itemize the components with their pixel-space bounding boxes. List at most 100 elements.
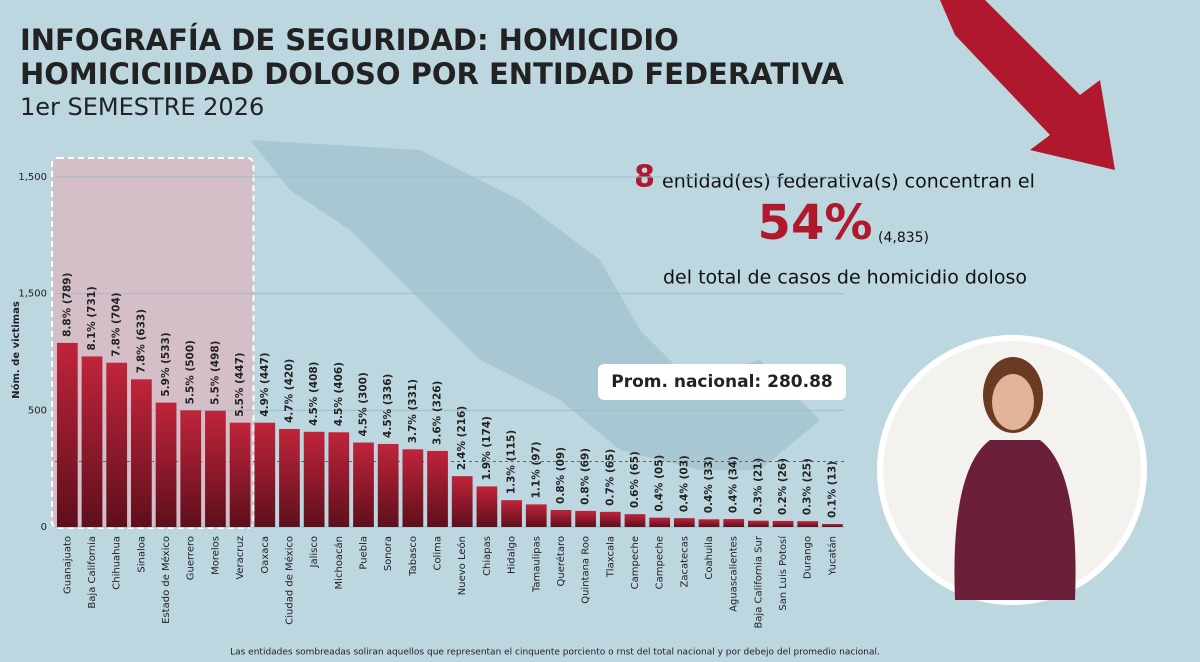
y-tick-label: 500 bbox=[28, 405, 47, 416]
data-label: 7.8% (633) bbox=[135, 309, 147, 373]
bar bbox=[180, 410, 202, 527]
bar bbox=[279, 429, 300, 527]
bar bbox=[451, 476, 473, 527]
bar bbox=[550, 509, 572, 527]
bar bbox=[402, 449, 424, 527]
bar bbox=[476, 486, 498, 527]
bar bbox=[501, 500, 522, 527]
y-tick-label: 0 bbox=[41, 522, 47, 533]
bar bbox=[205, 410, 226, 527]
data-label: 0.4% (05) bbox=[654, 455, 666, 512]
x-tick-label: Baja California bbox=[87, 536, 98, 609]
x-tick-label: Zacatecas bbox=[679, 536, 690, 588]
bar bbox=[353, 442, 374, 527]
callout-total: (4,835) bbox=[878, 230, 929, 246]
data-label: 5.9% (533) bbox=[160, 332, 172, 396]
bar bbox=[155, 402, 177, 527]
bar bbox=[81, 356, 103, 527]
x-tick-label: Guanajuato bbox=[62, 536, 73, 594]
data-label: 3.7% (331) bbox=[407, 379, 419, 443]
x-tick-label: Jalisco bbox=[309, 536, 320, 568]
x-tick-label: Aguascalientes bbox=[729, 536, 740, 612]
data-label: 0.4% (34) bbox=[728, 456, 740, 513]
bar bbox=[772, 520, 794, 527]
data-label: 5.5% (498) bbox=[209, 341, 221, 405]
data-label: 8.1% (731) bbox=[86, 286, 98, 350]
bar bbox=[649, 517, 671, 527]
x-tick-label: Morelos bbox=[210, 536, 221, 575]
x-tick-label: Tlaxcala bbox=[605, 536, 616, 578]
x-tick-label: Chihuahua bbox=[112, 536, 123, 590]
data-label: 1.1% (97) bbox=[530, 441, 542, 498]
x-tick-label: Chiapas bbox=[482, 536, 493, 576]
x-tick-label: Yucatán bbox=[826, 536, 838, 576]
bar bbox=[106, 362, 128, 527]
data-label: 2.4% (216) bbox=[456, 406, 468, 470]
bar bbox=[131, 379, 152, 527]
data-label: 4.5% (406) bbox=[333, 362, 345, 426]
x-tick-label: Baja California Sur bbox=[753, 535, 764, 628]
bar bbox=[723, 519, 745, 527]
bar bbox=[427, 450, 448, 527]
data-label: 5.5% (500) bbox=[185, 340, 197, 404]
x-tick-label: Nuevo León bbox=[456, 536, 468, 595]
x-tick-label: Hidalgo bbox=[507, 536, 518, 574]
data-label: 4.9% (447) bbox=[259, 352, 271, 416]
data-label: 4.5% (300) bbox=[358, 372, 370, 436]
x-tick-label: Ciudad de México bbox=[283, 536, 295, 625]
y-axis-label: Nóm. de victimas bbox=[10, 301, 22, 399]
bar bbox=[575, 510, 596, 527]
interpreter-body bbox=[954, 440, 1076, 600]
y-tick-label: 1,500 bbox=[18, 172, 47, 183]
data-label: 0.4% (03) bbox=[678, 455, 690, 512]
title: INFOGRAFÍA DE SEGURIDAD: HOMICIDIO bbox=[20, 23, 679, 57]
bar bbox=[748, 520, 769, 527]
bar bbox=[624, 514, 646, 527]
data-label: 8.8% (789) bbox=[61, 273, 73, 337]
data-label: 3.6% (326) bbox=[432, 381, 444, 445]
x-tick-label: Estado de México bbox=[160, 536, 172, 624]
x-tick-label: Campeche bbox=[630, 536, 641, 589]
x-tick-label: Tabasco bbox=[408, 536, 419, 577]
x-tick-label: Sinaloa bbox=[136, 536, 147, 573]
bar bbox=[377, 443, 399, 527]
data-label: 4.7% (420) bbox=[283, 359, 295, 423]
average-box bbox=[598, 364, 846, 400]
x-tick-label: Tamaulipas bbox=[531, 536, 542, 593]
data-label: 0.1% (13) bbox=[826, 461, 838, 518]
bar bbox=[525, 504, 547, 527]
data-label: 0.7% (65) bbox=[604, 449, 616, 506]
interpreter bbox=[877, 335, 1147, 605]
x-tick-label: Guerrero bbox=[186, 536, 197, 580]
bar bbox=[56, 342, 78, 527]
data-label: 1.9% (174) bbox=[481, 416, 493, 480]
bar bbox=[797, 521, 819, 527]
data-label: 4.5% (408) bbox=[308, 362, 320, 426]
bar bbox=[673, 518, 695, 527]
data-label: 0.4% (33) bbox=[703, 456, 715, 513]
trend-arrow bbox=[940, 0, 1115, 170]
data-label: 1.3% (115) bbox=[506, 430, 518, 494]
data-label: 5.5% (447) bbox=[234, 352, 246, 416]
bar bbox=[599, 511, 621, 527]
data-label: 7.8% (704) bbox=[111, 292, 123, 356]
x-tick-label: Campeche bbox=[655, 536, 666, 589]
data-label: 0.8% (69) bbox=[580, 448, 592, 505]
x-tick-label: Oaxaca bbox=[260, 536, 271, 574]
bar bbox=[328, 432, 350, 527]
data-label: 0.3% (25) bbox=[802, 458, 814, 515]
x-tick-label: Durango bbox=[803, 536, 814, 579]
x-tick-label: Colima bbox=[433, 536, 444, 571]
x-tick-label: Puebla bbox=[359, 536, 370, 570]
data-label: 4.5% (336) bbox=[382, 374, 394, 438]
title: HOMICICIIDAD DOLOSO POR ENTIDAD FEDERATI… bbox=[20, 57, 844, 91]
bar bbox=[254, 422, 276, 527]
data-label: 0.6% (65) bbox=[629, 451, 641, 508]
x-tick-label: Querétaro bbox=[555, 536, 567, 586]
x-tick-label: Michoacán bbox=[333, 536, 345, 589]
footnote: Las entidades sombreadas soliran aquello… bbox=[230, 648, 880, 658]
interpreter-face bbox=[992, 374, 1034, 430]
callout-text: del total de casos de homicidio doloso bbox=[663, 267, 1027, 289]
bar bbox=[303, 431, 325, 527]
